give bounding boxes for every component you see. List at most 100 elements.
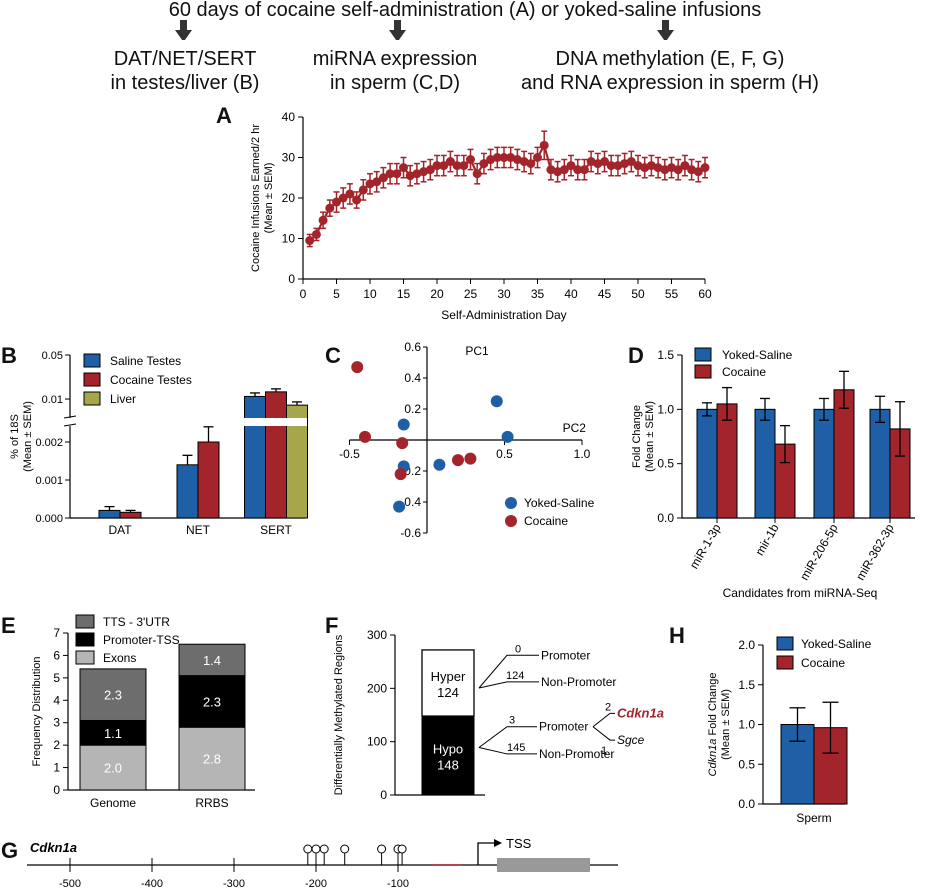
cpg-site	[397, 844, 407, 854]
panel-letter-e: E	[1, 613, 16, 638]
data-point	[352, 195, 362, 205]
x-tick-label: 30	[497, 287, 511, 301]
bar-segment	[178, 643, 246, 677]
y-tick-label: 0.000	[35, 513, 63, 525]
x-tick-label: 5	[333, 287, 340, 301]
bar	[813, 408, 835, 519]
y-tick-label: 20	[282, 191, 296, 205]
header-col2-line1: miRNA expression	[312, 48, 478, 70]
bar-value-label: 2.8	[203, 752, 221, 767]
header-col3-line1: DNA methylation (E, F, G)	[555, 48, 785, 70]
panel-f-chart: 0 100 200 300 Differentially Methylated Regi…	[333, 628, 664, 802]
x-tick-label: -300	[223, 878, 245, 890]
data-point	[606, 161, 616, 171]
data-point	[459, 161, 469, 171]
header-title: 60 days of cocaine self-administration (…	[168, 0, 762, 21]
legend-label: Cocaine	[801, 656, 845, 670]
cpg-site	[340, 844, 350, 854]
legend-swatch	[75, 632, 95, 647]
data-point	[392, 169, 402, 179]
gene-label: Cdkn1a	[30, 840, 77, 855]
data-point	[492, 153, 502, 162]
data-point	[490, 395, 503, 408]
x-tick-label: 35	[531, 287, 545, 301]
x-tick-label: Sperm	[796, 811, 831, 825]
y-tick-label: 300	[367, 628, 387, 642]
y-tick-label: 1	[53, 761, 60, 775]
data-point	[573, 165, 583, 175]
y-tick-label: 1.5	[738, 678, 755, 692]
data-point	[626, 157, 636, 167]
panel-letter-g: G	[1, 838, 19, 863]
legend-label: TTS - 3'UTR	[103, 615, 170, 629]
hyper-nonpromoter-branch	[478, 681, 539, 689]
gene2-n: 1	[601, 745, 607, 757]
y-axis-title: Differentially Methylated Regions	[333, 634, 345, 795]
bar-segment	[79, 744, 147, 791]
header-col1-line1: DAT/NET/SERT	[113, 48, 257, 70]
bar-value-label: 1.1	[104, 726, 122, 741]
bar-segment	[178, 675, 246, 728]
x-tick-label: 55	[665, 287, 679, 301]
panel-letter-d: D	[628, 343, 644, 368]
bar	[833, 389, 855, 519]
x-tick-label: 0	[300, 287, 307, 301]
hyper-nonpromoter-n: 124	[506, 670, 524, 682]
data-point	[345, 189, 355, 199]
legend-swatch	[83, 391, 101, 406]
legend-swatch	[694, 364, 712, 379]
bar	[197, 441, 220, 519]
legend-swatch	[505, 497, 517, 509]
x-tick-label: -400	[141, 878, 163, 890]
y-tick-label: 0	[380, 788, 387, 802]
bar	[176, 464, 199, 519]
legend-label: Yoked-Saline	[524, 496, 595, 510]
break-mark	[63, 423, 77, 427]
x-tick-label: -200	[305, 878, 327, 890]
x-tick-label: RRBS	[195, 796, 228, 810]
y-tick-label: 5	[53, 671, 60, 685]
x-tick-label: 60	[698, 287, 712, 301]
legend-label: Promoter-TSS	[103, 633, 180, 647]
bar	[244, 395, 266, 519]
x-tick-label: 25	[464, 287, 478, 301]
y-tick-label: 0.0	[657, 511, 674, 525]
data-point	[311, 229, 321, 239]
data-point	[673, 165, 683, 175]
data-point	[452, 454, 464, 467]
data-point	[338, 193, 348, 203]
hypo-count: 148	[437, 758, 459, 773]
y-axis-title: Cdkn1a Fold Change(Mean ± SEM)	[707, 673, 732, 777]
y-tick-label: 100	[367, 735, 387, 749]
data-point	[332, 197, 341, 207]
y-axis-title-line: (Mean ± SEM)	[644, 401, 656, 472]
y-tick-label: 0	[288, 272, 295, 286]
panel-letter-a: A	[216, 103, 232, 128]
header-col3-line2: and RNA expression in sperm (H)	[521, 72, 819, 94]
y-tick-label: 1.0	[657, 402, 674, 416]
gene1-label: Cdkn1a	[617, 705, 664, 720]
y-tick-label: 0.01	[42, 394, 63, 406]
data-point	[533, 153, 542, 162]
data-point	[452, 161, 462, 171]
y-tick-label: -0.6	[400, 526, 421, 540]
x-tick-label: NET	[186, 523, 211, 537]
legend-swatch	[776, 636, 794, 651]
hypo-promoter-branch	[478, 726, 537, 748]
legend-swatch	[694, 347, 712, 362]
y-tick-label: 0.6	[404, 340, 421, 354]
tss-arrowhead	[494, 839, 502, 847]
data-point	[351, 361, 364, 374]
bar-value-label: 2.0	[104, 761, 122, 776]
cpg-site	[311, 844, 321, 854]
header-arrows	[175, 20, 674, 40]
data-point	[385, 169, 395, 179]
hyper-promoter-n: 0	[515, 643, 521, 655]
panel-g-chart: Cdkn1a -500 -400 -300 -200 -100 TSS	[27, 836, 618, 890]
header-col2-line2: in sperm (C,D)	[329, 72, 460, 94]
cpg-site	[303, 844, 313, 854]
bar-segment	[79, 719, 147, 746]
data-point	[432, 161, 442, 171]
bar	[98, 509, 121, 519]
legend-label: Cocaine Testes	[110, 373, 192, 387]
